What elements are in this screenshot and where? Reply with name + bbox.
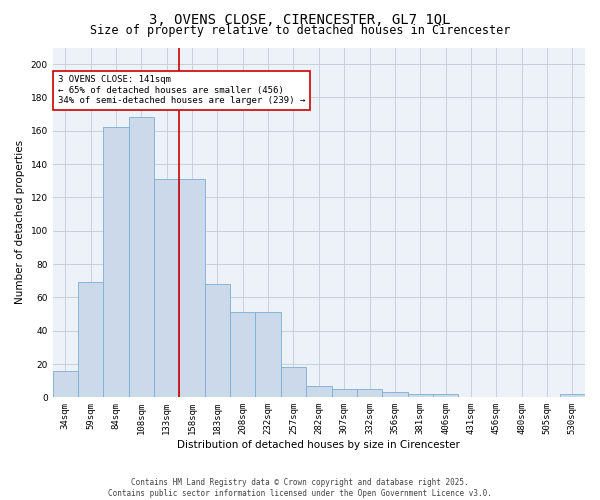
Bar: [103, 128, 129, 398]
Text: 3, OVENS CLOSE, CIRENCESTER, GL7 1QL: 3, OVENS CLOSE, CIRENCESTER, GL7 1QL: [149, 12, 451, 26]
Bar: [179, 179, 205, 398]
Bar: [306, 386, 332, 398]
Bar: [433, 394, 458, 398]
Bar: [78, 282, 103, 398]
Bar: [256, 312, 281, 398]
Bar: [53, 370, 78, 398]
Bar: [205, 284, 230, 398]
Bar: [407, 394, 433, 398]
Bar: [332, 389, 357, 398]
X-axis label: Distribution of detached houses by size in Cirencester: Distribution of detached houses by size …: [178, 440, 460, 450]
Bar: [382, 392, 407, 398]
Bar: [560, 394, 585, 398]
Y-axis label: Number of detached properties: Number of detached properties: [15, 140, 25, 304]
Bar: [357, 389, 382, 398]
Text: Contains HM Land Registry data © Crown copyright and database right 2025.
Contai: Contains HM Land Registry data © Crown c…: [108, 478, 492, 498]
Bar: [154, 179, 179, 398]
Bar: [129, 118, 154, 398]
Bar: [281, 368, 306, 398]
Text: 3 OVENS CLOSE: 141sqm
← 65% of detached houses are smaller (456)
34% of semi-det: 3 OVENS CLOSE: 141sqm ← 65% of detached …: [58, 76, 305, 106]
Bar: [230, 312, 256, 398]
Text: Size of property relative to detached houses in Cirencester: Size of property relative to detached ho…: [90, 24, 510, 37]
